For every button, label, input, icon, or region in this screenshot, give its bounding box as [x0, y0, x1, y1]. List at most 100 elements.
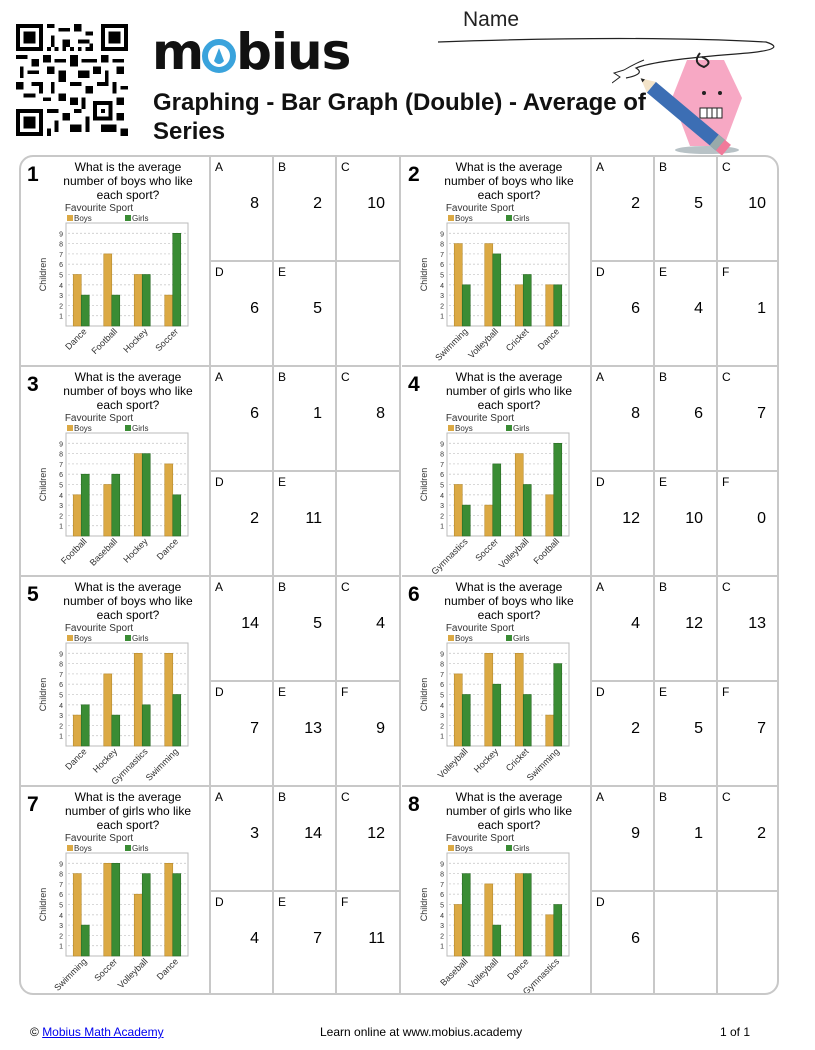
y-tick-label: 4 — [59, 913, 63, 920]
y-tick-label: 2 — [440, 933, 444, 940]
answer-option-d[interactable]: D 12 — [592, 472, 655, 577]
answer-option-b[interactable]: B 12 — [655, 577, 718, 682]
bar-girls — [492, 253, 502, 327]
question-text: What is the average number of girls who … — [445, 790, 573, 832]
bar-boys — [453, 243, 463, 327]
answer-option-f[interactable]: F 11 — [337, 892, 401, 993]
x-category-label: Swimming — [433, 326, 469, 362]
answer-letter: E — [278, 895, 287, 909]
mobius-academy-link[interactable]: Mobius Math Academy — [42, 1025, 164, 1039]
question-5: 5 What is the average number of boys who … — [21, 577, 401, 787]
bar-boys — [164, 463, 174, 537]
y-tick-label: 9 — [440, 441, 444, 448]
answer-option-c[interactable]: C 13 — [718, 577, 777, 682]
legend-boys-swatch — [67, 215, 73, 221]
answer-option-e[interactable]: E 11 — [274, 472, 337, 577]
bar-girls — [141, 274, 151, 327]
y-tick-label: 6 — [59, 472, 63, 479]
y-tick-label: 1 — [59, 944, 63, 951]
x-category-label: Dance — [63, 326, 88, 351]
y-tick-label: 1 — [59, 524, 63, 531]
y-tick-label: 9 — [440, 231, 444, 238]
answer-empty-cell — [337, 472, 401, 577]
answer-letter: F — [722, 685, 730, 699]
legend-boys-label: Boys — [74, 214, 92, 223]
mobius-logo: m bius — [152, 23, 351, 81]
x-category-label: Soccer — [92, 956, 119, 983]
question-text: What is the average number of boys who l… — [63, 370, 193, 412]
x-category-label: Soccer — [153, 326, 180, 353]
answer-letter: A — [215, 160, 224, 174]
bar-boys — [514, 873, 524, 957]
answer-option-c[interactable]: C 10 — [337, 157, 401, 262]
answer-option-b[interactable]: B 14 — [274, 787, 337, 892]
chart-title: Favourite Sport — [65, 413, 134, 424]
answer-option-c[interactable]: C 10 — [718, 157, 777, 262]
x-category-label: Baseball — [88, 536, 119, 567]
bar-girls — [80, 473, 90, 537]
answer-value: 2 — [631, 720, 640, 737]
answer-letter: C — [722, 580, 731, 594]
y-tick-label: 8 — [440, 662, 444, 669]
answer-option-e[interactable]: E 13 — [274, 682, 337, 787]
page-title: Graphing - Bar Graph (Double) - Average … — [153, 89, 646, 145]
answer-option-e[interactable]: E 10 — [655, 472, 718, 577]
answer-value: 4 — [376, 615, 385, 632]
question-text: What is the average number of girls who … — [64, 790, 192, 832]
bar-girls — [111, 862, 121, 957]
question-cell: 8 What is the average number of girls who… — [402, 787, 592, 993]
question-cell: 3 What is the average number of boys who … — [21, 367, 211, 577]
answer-value: 13 — [304, 720, 322, 737]
bar-girls — [492, 683, 502, 747]
y-tick-label: 6 — [59, 892, 63, 899]
bar-boys — [103, 673, 113, 747]
bar-boys — [484, 883, 494, 957]
bar-boys — [133, 893, 143, 957]
y-tick-label: 2 — [59, 723, 63, 730]
legend-girls-label: Girls — [513, 424, 529, 433]
y-tick-label: 7 — [440, 462, 444, 469]
question-number: 2 — [408, 163, 420, 186]
answer-value: 6 — [694, 405, 703, 422]
question-cell: 7 What is the average number of girls who… — [21, 787, 211, 993]
question-2: 2 What is the average number of boys who … — [402, 157, 777, 367]
answer-option-a[interactable]: A 14 — [211, 577, 274, 682]
answer-option-c[interactable]: C 12 — [337, 787, 401, 892]
answer-value: 7 — [757, 720, 766, 737]
x-category-label: Hockey — [91, 746, 120, 775]
